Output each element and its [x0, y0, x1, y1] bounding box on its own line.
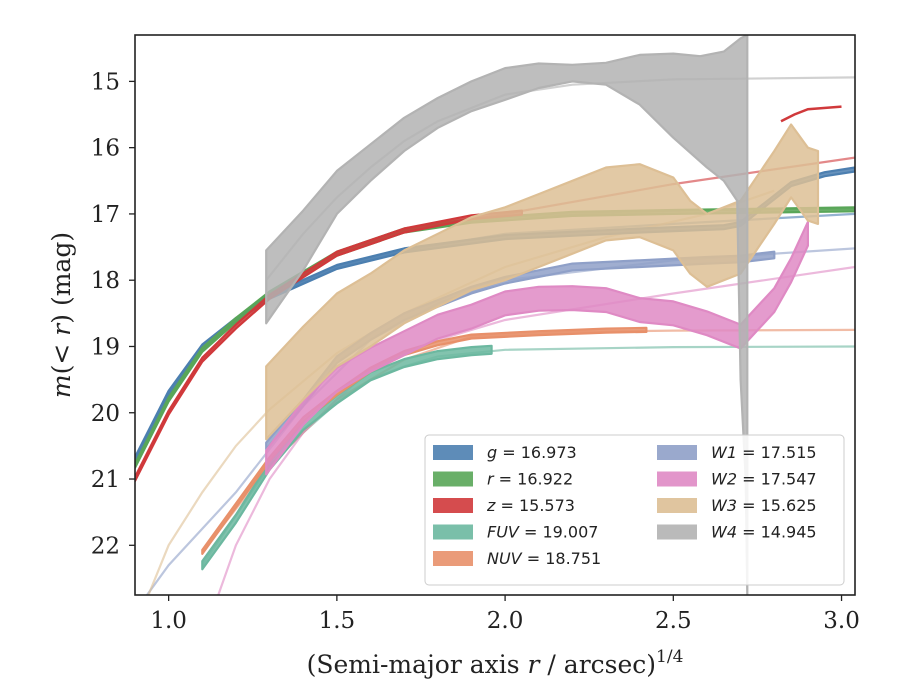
y-tick-label: 19 [91, 334, 120, 360]
data-band-z-tail [780, 105, 842, 123]
legend-swatch-nuv [433, 551, 473, 566]
x-tick-label: 1.0 [150, 608, 187, 634]
y-tick-label: 18 [91, 268, 120, 294]
legend-swatch-w4 [657, 524, 697, 540]
legend-label-z: z = 15.573 [486, 496, 575, 515]
x-axis-label: (Semi-major axis r / arcsec)1/4 [307, 647, 684, 679]
legend: g = 16.973 r = 16.922 z = 15.573 FUV = 19.0… [424, 434, 845, 586]
legend-swatch-w2 [657, 471, 697, 487]
axes: 1.0 1.5 2.0 2.5 3.0 15 16 17 18 19 20 21 22 [91, 34, 860, 634]
x-tick-label: 1.5 [319, 608, 356, 634]
legend-label-g: g = 16.973 [487, 443, 577, 462]
legend-swatch-r [433, 471, 473, 487]
data-band-r [135, 206, 855, 469]
data-bands [135, 35, 855, 595]
legend-swatch-g [433, 445, 473, 460]
legend-swatch-w3 [657, 498, 697, 513]
legend-label-fuv: FUV = 19.007 [487, 523, 598, 542]
y-tick-label: 15 [91, 69, 120, 95]
legend-box [424, 434, 845, 586]
y-tick-label: 17 [91, 202, 120, 228]
data-band-w3 [265, 123, 820, 441]
x-tick-label: 3.0 [823, 608, 860, 634]
x-tick-label: 2.0 [487, 608, 524, 634]
legend-label-w3: W3 = 15.625 [711, 496, 817, 515]
legend-label-r: r = 16.922 [487, 470, 573, 489]
legend-label-w1: W1 = 17.515 [711, 443, 817, 462]
y-tick-label: 22 [91, 533, 120, 559]
legend-label-w2: W2 = 17.547 [711, 470, 817, 489]
data-band-w2 [265, 220, 809, 476]
legend-swatch-w1 [657, 445, 697, 460]
legend-swatch-fuv [433, 524, 473, 540]
x-tick-label: 2.5 [655, 608, 692, 634]
legend-label-nuv: NUV = 18.751 [487, 549, 601, 568]
y-tick-label: 21 [91, 467, 120, 493]
y-tick-label: 16 [91, 136, 120, 162]
legend-swatch-z [433, 498, 473, 513]
plot-frame [134, 34, 856, 596]
y-axis-label: m(< r) (mag) [47, 232, 76, 398]
legend-label-w4: W4 = 14.945 [711, 523, 817, 542]
y-tick-label: 20 [91, 401, 120, 427]
